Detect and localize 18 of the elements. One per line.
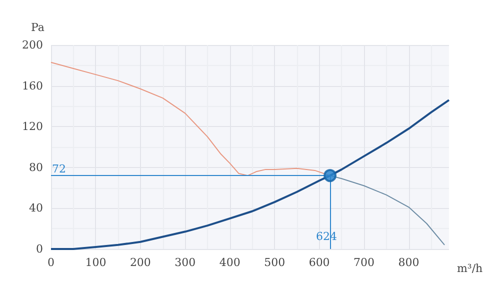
x-axis-title: m³/h [457, 262, 483, 275]
x-tick-label: 600 [308, 256, 330, 269]
x-tick-label: 0 [48, 256, 54, 269]
y-tick-label: 80 [29, 160, 43, 174]
y-tick-label: 160 [22, 79, 43, 92]
x-tick-label: 100 [85, 256, 106, 269]
y-axis-title: Pa [31, 21, 45, 34]
y-tick-label: 200 [22, 38, 43, 52]
x-tick-label: 200 [130, 256, 151, 269]
ref-line-label: 72 [52, 162, 66, 176]
y-tick-label: 120 [22, 120, 43, 134]
y-tick-label: 40 [29, 202, 43, 215]
y-tick-label: 0 [36, 242, 43, 256]
x-tick-label: 300 [174, 256, 196, 269]
x-tick-label: 400 [219, 256, 240, 269]
x-tick-label: 500 [264, 256, 286, 269]
x-tick-label: 800 [398, 256, 420, 269]
x-tick-label: 700 [354, 256, 375, 269]
